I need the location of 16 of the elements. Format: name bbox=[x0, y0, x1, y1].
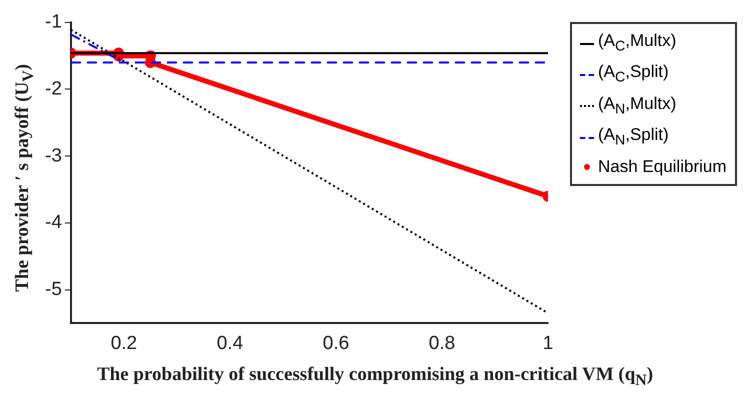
x-tick-label: 1 bbox=[542, 332, 554, 354]
x-axis-title: The probability of successfully compromising a non-critical VM (q$_{N}$) bbox=[96, 364, 654, 390]
x-tick-label: 0.8 bbox=[428, 332, 456, 354]
y-tick-label: -2 bbox=[44, 78, 62, 100]
x-tick-label: 0.6 bbox=[322, 332, 350, 354]
y-tick-label: -1 bbox=[44, 12, 62, 33]
x-tick-label: 0.2 bbox=[110, 332, 138, 354]
legend-label: (A$_{N}$,Split) bbox=[598, 124, 669, 151]
y-tick-label: -4 bbox=[44, 212, 62, 234]
y-tick-label: -5 bbox=[44, 279, 62, 300]
legend-label: (A$_{C}$,Multx) bbox=[598, 30, 676, 56]
x-tick-label: 0.4 bbox=[216, 332, 244, 354]
legend-label: Nash Equilibrium bbox=[598, 156, 726, 178]
legend-label: (A$_{C}$,Split) bbox=[598, 61, 669, 88]
y-tick-label: -3 bbox=[44, 145, 62, 166]
legend-label: (A$_{N}$,Multx) bbox=[598, 92, 676, 120]
